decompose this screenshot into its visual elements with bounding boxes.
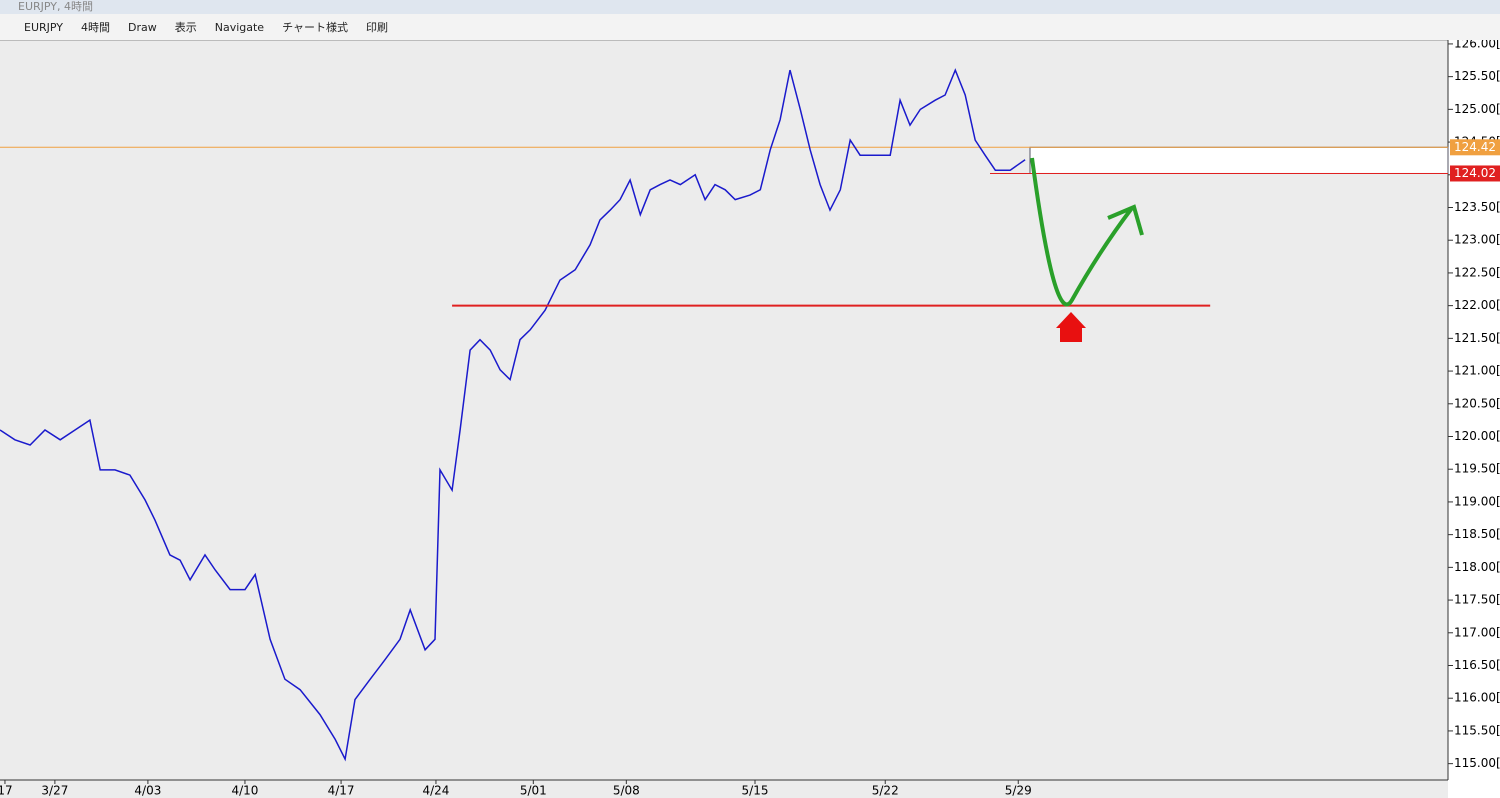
price-zone — [1029, 146, 1449, 174]
red-arrow — [1056, 312, 1086, 342]
x-tick-label: 5/08 — [613, 784, 640, 798]
window-title: EURJPY, 4時間 — [0, 0, 1500, 14]
print-menu[interactable]: 印刷 — [365, 21, 388, 34]
y-tick-label: 123.50[0 — [1454, 200, 1500, 214]
y-tick-label: 117.50[0 — [1454, 593, 1500, 607]
y-tick-label: 115.00[0 — [1454, 756, 1500, 770]
x-tick-label: 3/27 — [41, 784, 68, 798]
toolbar: EURJPY 4時間 Draw 表示 Navigate チャート様式 印刷 — [0, 14, 1500, 41]
y-tick-label: 116.50[0 — [1454, 658, 1500, 672]
y-tick-label: 121.50[0 — [1454, 331, 1500, 345]
y-tick-label: 122.50[0 — [1454, 265, 1500, 279]
x-tick-label: 5/29 — [1005, 784, 1032, 798]
y-tick-label: 118.50[0 — [1454, 527, 1500, 541]
green-arrow — [1030, 157, 1144, 307]
y-tick-label: 119.50[0 — [1454, 462, 1500, 476]
y-tick-label: 120.50[0 — [1454, 396, 1500, 410]
x-tick-label: 5/22 — [872, 784, 899, 798]
x-tick-label: 4/17 — [328, 784, 355, 798]
y-tick-label: 125.00[0 — [1454, 102, 1500, 116]
y-tick-label: 119.00[0 — [1454, 494, 1500, 508]
x-tick-label: 4/03 — [134, 784, 161, 798]
x-tick-label: 5/15 — [742, 784, 769, 798]
y-tick-label: 118.00[0 — [1454, 560, 1500, 574]
draw-menu[interactable]: Draw — [128, 20, 157, 34]
y-tick-label: 122.00[0 — [1454, 298, 1500, 312]
chart-style-menu[interactable]: チャート様式 — [282, 21, 348, 34]
y-tick-label: 121.00[0 — [1454, 364, 1500, 378]
y-tick-label: 115.50[0 — [1454, 723, 1500, 737]
y-tick-label: 125.50[0 — [1454, 69, 1500, 83]
x-tick-label: 4/10 — [231, 784, 258, 798]
y-tick-label: 126.00[0 — [1454, 40, 1500, 50]
price-tag-label: 124.02 — [1454, 166, 1496, 180]
navigate-menu[interactable]: Navigate — [214, 20, 265, 34]
price-line-series — [0, 68, 1026, 762]
symbol-select[interactable]: EURJPY — [24, 20, 63, 34]
y-tick-label: 117.00[0 — [1454, 625, 1500, 639]
y-tick-label: 123.00[0 — [1454, 233, 1500, 247]
y-tick-label: 120.00[0 — [1454, 429, 1500, 443]
x-tick-label: 5/01 — [520, 784, 547, 798]
view-menu[interactable]: 表示 — [174, 21, 197, 34]
price-tag — [1450, 139, 1500, 156]
price-tag — [1450, 165, 1500, 182]
x-tick-label: 17 — [0, 784, 13, 798]
price-tag-label: 124.42 — [1454, 140, 1496, 154]
y-tick-label: 116.00[0 — [1454, 691, 1500, 705]
x-tick-label: 4/24 — [422, 784, 449, 798]
timeframe-select[interactable]: 4時間 — [81, 21, 110, 34]
chart: 115.00[0 115.50[0 116.00[0 116.50[0 117.00[0… — [0, 40, 1500, 798]
